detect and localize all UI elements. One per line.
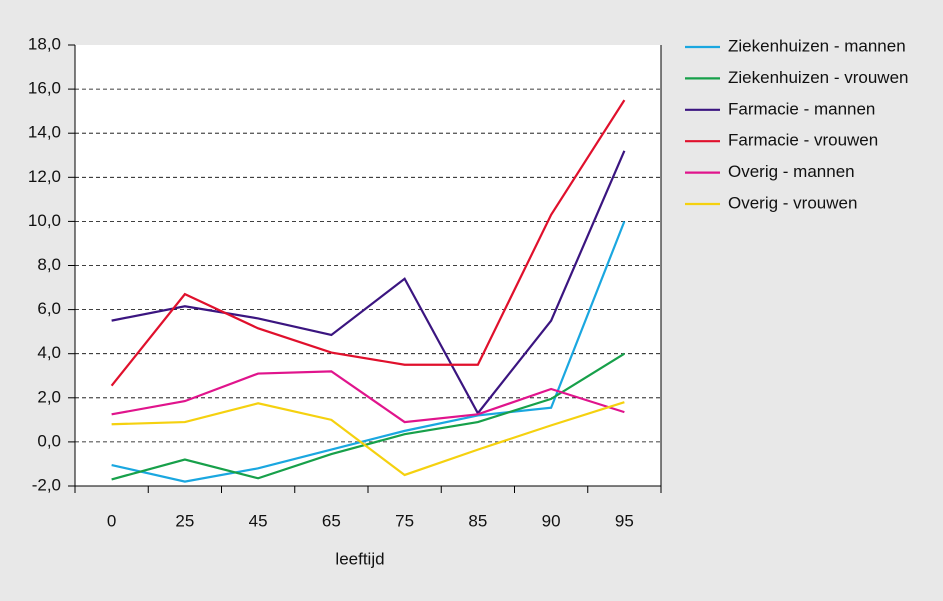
series-line xyxy=(111,352,625,481)
legend-label: Ziekenhuizen - mannen xyxy=(728,36,906,55)
series-line xyxy=(111,220,626,483)
legend-label: Farmacie - mannen xyxy=(728,99,875,118)
x-tick-label: 65 xyxy=(322,511,341,530)
y-tick-label: 16,0 xyxy=(28,79,61,98)
legend-label: Overig - mannen xyxy=(728,162,855,181)
x-tick-label: 25 xyxy=(175,511,194,530)
x-tick-label: 0 xyxy=(107,511,116,530)
series-line xyxy=(111,401,625,477)
y-tick-label: -2,0 xyxy=(32,475,61,494)
series-line xyxy=(111,150,626,416)
y-tick-label: 8,0 xyxy=(37,255,61,274)
series-line xyxy=(111,370,625,424)
y-tick-label: 6,0 xyxy=(37,299,61,318)
legend-label: Overig - vrouwen xyxy=(728,193,857,212)
x-tick-label: 45 xyxy=(249,511,268,530)
y-tick-label: 2,0 xyxy=(37,387,61,406)
y-tick-label: 4,0 xyxy=(37,343,61,362)
x-axis-label: leeftijd xyxy=(335,549,384,568)
y-tick-label: 0,0 xyxy=(37,431,61,450)
x-tick-label: 75 xyxy=(395,511,414,530)
y-tick-label: 14,0 xyxy=(28,123,61,142)
x-tick-label: 85 xyxy=(468,511,487,530)
y-tick-label: 10,0 xyxy=(28,211,61,230)
series-line xyxy=(110,99,626,387)
legend-label: Ziekenhuizen - vrouwen xyxy=(728,68,908,87)
legend-label: Farmacie - vrouwen xyxy=(728,131,878,150)
y-tick-label: 18,0 xyxy=(28,34,61,53)
y-tick-label: 12,0 xyxy=(28,167,61,186)
x-tick-label: 90 xyxy=(542,511,561,530)
x-tick-label: 95 xyxy=(615,511,634,530)
plot-area xyxy=(75,45,661,486)
